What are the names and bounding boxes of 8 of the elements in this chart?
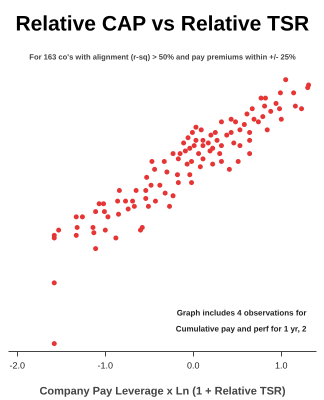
x-tick-label: 1.0 — [275, 360, 288, 370]
x-axis-title: Company Pay Leverage x Ln (1 + Relative TSR) — [39, 386, 286, 398]
x-tick-label: -1.0 — [98, 360, 114, 370]
annotation: Cumulative pay and perf for 1 yr, 2 — [176, 324, 308, 334]
chart-title: Relative CAP vs Relative TSR — [15, 12, 310, 36]
x-tick-label: -2.0 — [10, 360, 26, 370]
x-tick-label: 0.0 — [187, 360, 200, 370]
annotation: Graph includes 4 observations for — [176, 308, 307, 318]
